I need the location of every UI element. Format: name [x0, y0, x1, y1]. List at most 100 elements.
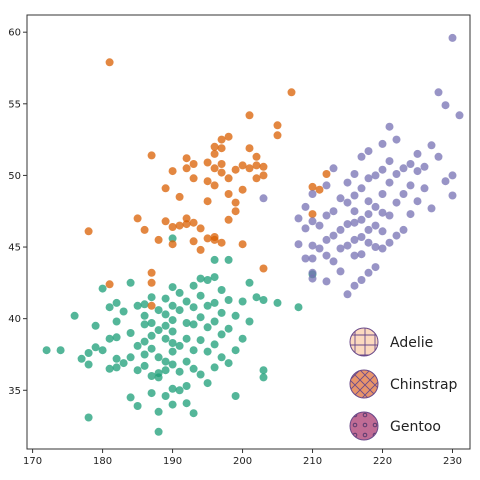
data-point [203, 234, 212, 243]
y-tick-label: 40 [8, 314, 21, 325]
data-point [350, 281, 359, 290]
x-tick-label: 190 [163, 456, 182, 467]
data-point [371, 171, 380, 180]
data-point [203, 347, 212, 356]
data-point [217, 353, 226, 362]
data-point [112, 298, 121, 307]
data-point [224, 359, 233, 368]
data-point [203, 197, 212, 206]
data-point [378, 244, 387, 253]
data-point [385, 122, 394, 131]
data-point [224, 190, 233, 198]
data-point [210, 317, 219, 326]
data-point [147, 344, 156, 353]
data-point [273, 121, 282, 130]
data-point [182, 334, 191, 343]
data-point [147, 151, 156, 160]
data-point [98, 346, 107, 355]
data-point [238, 297, 247, 306]
data-point [336, 244, 345, 253]
data-point [357, 233, 366, 241]
data-point [210, 142, 219, 151]
data-point [259, 373, 268, 382]
data-point [455, 111, 464, 120]
data-point [189, 364, 198, 373]
data-point [385, 211, 394, 220]
data-point [175, 386, 184, 395]
data-point [140, 300, 149, 309]
data-point [175, 288, 184, 297]
data-point [448, 191, 457, 200]
data-point [322, 181, 331, 190]
data-point [161, 366, 170, 375]
data-point [182, 214, 191, 223]
data-point [231, 311, 240, 320]
data-point [147, 301, 156, 310]
data-point [343, 241, 352, 250]
data-point [98, 284, 107, 293]
data-point [56, 346, 65, 355]
data-point [210, 340, 219, 349]
plot-area [26, 14, 471, 450]
data-point [168, 316, 177, 325]
data-point [399, 225, 408, 234]
data-point [217, 168, 226, 177]
data-point [84, 349, 93, 357]
data-point [168, 327, 177, 336]
data-point [273, 131, 282, 140]
data-point [301, 254, 310, 263]
data-point [105, 303, 114, 312]
x-tick-label: 170 [23, 456, 42, 467]
data-point [182, 220, 191, 229]
data-point [175, 367, 184, 376]
data-point [189, 237, 198, 246]
data-point [196, 245, 205, 254]
series-chinstrap [84, 58, 331, 310]
data-point [203, 177, 212, 186]
data-point [413, 167, 422, 176]
data-point [301, 202, 310, 211]
data-point [182, 297, 191, 306]
data-point [364, 225, 373, 234]
data-point [112, 354, 121, 363]
data-point [301, 224, 310, 233]
series-gentoo [259, 33, 464, 299]
data-point [210, 298, 219, 307]
data-point [161, 321, 170, 330]
data-point [406, 210, 415, 219]
data-point [308, 254, 317, 263]
data-point [105, 58, 114, 67]
data-point [84, 227, 93, 236]
data-point [154, 407, 163, 416]
data-point [168, 339, 177, 347]
data-point [329, 231, 338, 240]
data-point [210, 181, 219, 190]
data-point [168, 384, 177, 393]
data-point [343, 220, 352, 229]
data-point [378, 139, 387, 148]
data-point [126, 278, 135, 287]
data-point [308, 241, 317, 250]
data-point [371, 263, 380, 272]
legend-label: Gentoo [390, 419, 441, 435]
data-point [294, 303, 303, 312]
data-point [77, 354, 86, 363]
data-point [350, 235, 359, 244]
data-point [357, 152, 366, 161]
data-point [154, 369, 163, 378]
data-point [350, 191, 359, 200]
data-point [357, 276, 366, 284]
data-point [357, 215, 366, 224]
data-point [168, 360, 177, 369]
data-point [112, 363, 121, 372]
data-point [238, 161, 247, 170]
data-point [91, 343, 100, 352]
data-point [252, 174, 261, 183]
data-point [406, 160, 415, 168]
data-point [364, 174, 373, 183]
data-point [420, 162, 429, 171]
data-point [140, 320, 149, 329]
data-point [175, 306, 184, 315]
x-tick-label: 200 [233, 456, 252, 467]
data-point [322, 235, 331, 244]
